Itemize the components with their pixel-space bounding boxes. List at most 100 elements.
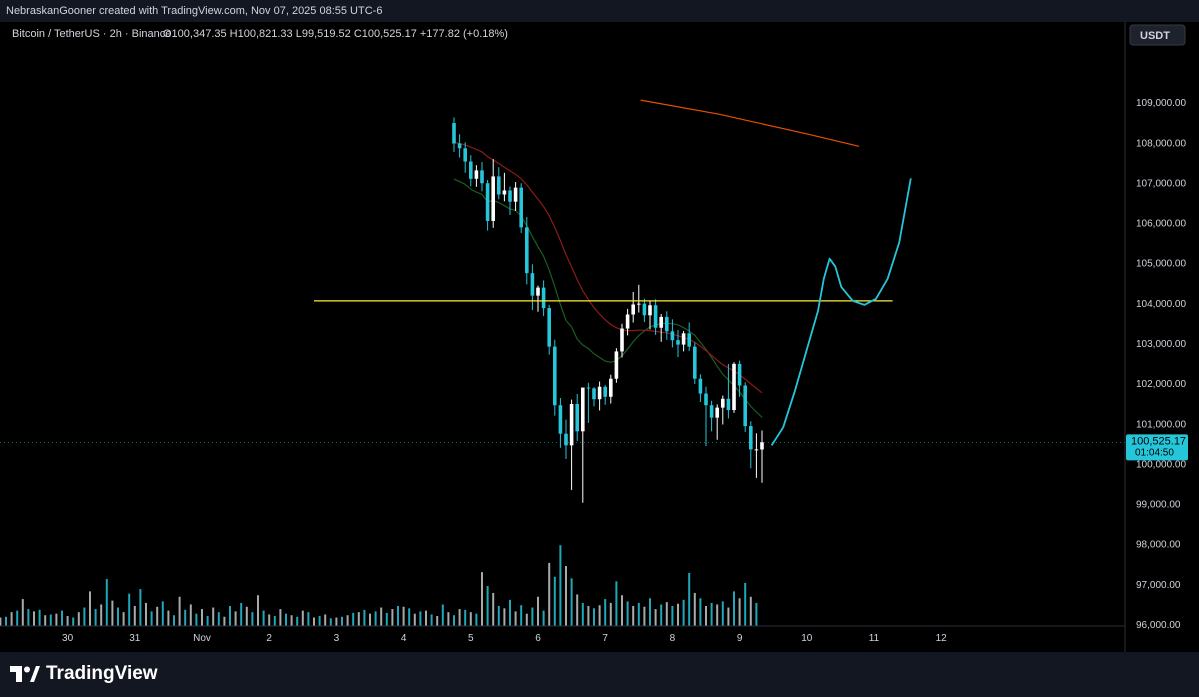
candle xyxy=(732,363,736,411)
volume-bar xyxy=(341,616,343,626)
last-price-label: 100,525.17 01:04:50 xyxy=(1126,434,1188,461)
candle xyxy=(670,331,675,341)
volume-bar xyxy=(105,579,108,626)
candle xyxy=(564,433,568,446)
candle xyxy=(614,351,619,379)
volume-bar xyxy=(492,592,495,626)
volume-bar xyxy=(77,612,80,626)
time-tick-label: 3 xyxy=(334,633,340,644)
volume-bar xyxy=(357,612,360,626)
volume-bar xyxy=(189,604,192,626)
volume-bar xyxy=(486,586,489,626)
chart-area[interactable]: 109,000.00 108,000.00 107,000.00 106,000.00… xyxy=(0,22,1199,652)
candle xyxy=(558,405,563,434)
volume-bar xyxy=(161,601,164,626)
candle xyxy=(676,340,680,345)
volume-bar xyxy=(576,594,579,626)
candle xyxy=(530,273,535,296)
volume-bar xyxy=(178,596,181,626)
currency-button[interactable]: USDT xyxy=(1129,24,1186,46)
candle xyxy=(519,187,523,228)
volume-bar xyxy=(570,578,573,626)
price-tick-label: 96,000.00 xyxy=(1136,620,1181,631)
volume-bar xyxy=(581,602,584,626)
volume-bar xyxy=(363,609,366,626)
volume-bar xyxy=(122,612,125,626)
volume-bar xyxy=(626,601,629,626)
volume-bar xyxy=(279,609,282,626)
volume-bar xyxy=(128,593,131,626)
attribution-bar: NebraskanGooner created with TradingView… xyxy=(0,0,1199,22)
candle xyxy=(659,316,663,328)
candle xyxy=(513,187,518,202)
candle xyxy=(709,405,714,418)
volume-bar xyxy=(408,608,411,626)
time-tick-label: 10 xyxy=(801,633,813,644)
volume-bar xyxy=(290,615,293,626)
volume-bar xyxy=(145,602,147,626)
volume-bar xyxy=(721,601,724,626)
time-tick-label: 8 xyxy=(670,633,676,644)
last-price-value: 100,525.17 xyxy=(1131,435,1186,447)
volume-bar xyxy=(593,608,595,626)
volume-bar xyxy=(699,598,702,626)
candle xyxy=(541,287,546,309)
volume-bar xyxy=(346,615,349,626)
price-tick-label: 107,000.00 xyxy=(1136,178,1186,189)
volume-bar xyxy=(553,576,556,626)
projection-path xyxy=(770,178,912,446)
candle xyxy=(726,398,731,411)
volume-bar xyxy=(240,602,243,626)
candles-layer xyxy=(452,117,764,503)
volume-bar xyxy=(184,609,187,626)
price-tick-label: 105,000.00 xyxy=(1136,259,1186,270)
volume-bar xyxy=(475,613,478,626)
volume-bar xyxy=(531,607,534,626)
candle xyxy=(693,346,697,379)
time-tick-label: 11 xyxy=(869,633,880,644)
price-tick-label: 103,000.00 xyxy=(1136,339,1186,350)
volume-bar xyxy=(301,610,304,626)
volume-bar xyxy=(21,599,24,626)
volume-bar xyxy=(285,613,287,626)
volume-bar xyxy=(150,611,153,626)
volume-bar xyxy=(693,592,696,626)
volume-bar xyxy=(481,572,483,626)
candle xyxy=(625,314,630,329)
candle xyxy=(575,404,579,432)
volume-bar xyxy=(503,608,506,626)
price-chart[interactable]: 109,000.00 108,000.00 107,000.00 106,000.00… xyxy=(0,22,1199,652)
candle xyxy=(631,304,635,315)
volume-bar xyxy=(117,607,119,626)
ema-slow-line xyxy=(640,99,860,147)
volume-bar xyxy=(72,617,75,626)
volume-bar xyxy=(660,604,663,626)
currency-button-label: USDT xyxy=(1140,30,1170,42)
volume-bar xyxy=(38,609,41,626)
volume-bar xyxy=(453,615,455,626)
volume-bar xyxy=(89,591,91,626)
volume-bar xyxy=(514,611,517,626)
volume-bar xyxy=(637,602,640,626)
volume-bar xyxy=(296,616,299,626)
candle xyxy=(569,404,574,446)
volume-bar xyxy=(677,603,679,626)
candle xyxy=(704,393,708,406)
price-tick-label: 98,000.00 xyxy=(1136,540,1181,551)
volume-bar xyxy=(318,616,321,626)
volume-bar xyxy=(307,612,310,626)
volume-bar xyxy=(587,606,590,626)
volume-bar xyxy=(245,606,248,626)
price-tick-label: 102,000.00 xyxy=(1136,379,1186,390)
time-tick-label: 2 xyxy=(266,633,272,644)
tradingview-logo[interactable]: TradingView xyxy=(10,663,158,685)
volume-bar xyxy=(0,617,2,626)
volume-bar xyxy=(49,614,52,626)
attribution-text: NebraskanGooner created with TradingView… xyxy=(6,5,383,17)
volume-bar xyxy=(55,613,58,626)
symbol-title: Bitcoin / TetherUS · 2h · Binance xyxy=(12,28,171,40)
price-tick-label: 108,000.00 xyxy=(1136,138,1186,149)
time-tick-label: 7 xyxy=(602,633,608,644)
volume-bar xyxy=(229,606,231,626)
volume-bar xyxy=(447,612,450,626)
